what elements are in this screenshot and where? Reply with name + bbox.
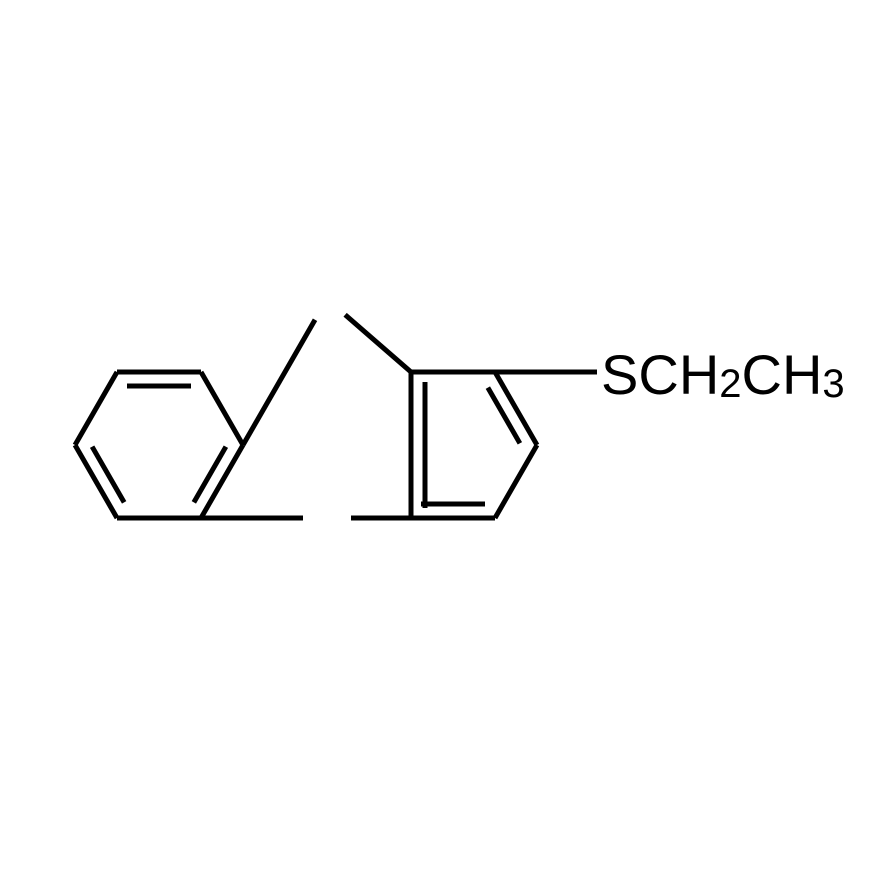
ethylthio-substituent-label: SCH2CH3 <box>601 343 845 406</box>
chemical-structure-diagram: SCH2CH3 <box>0 0 890 890</box>
